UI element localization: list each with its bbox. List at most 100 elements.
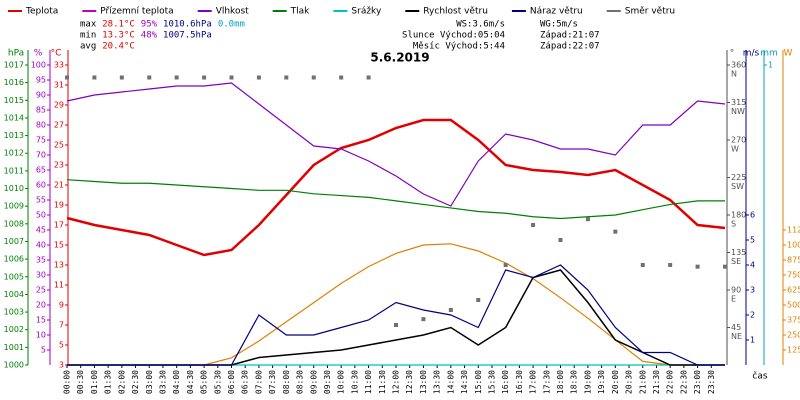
direction-point (448, 308, 453, 312)
y-tick-label: 50 (36, 211, 46, 220)
compass-label: NE (731, 332, 742, 341)
x-tick-label: 12:00 (392, 370, 401, 394)
y-tick-label: 1015 (4, 96, 24, 105)
x-tick-label: 13:00 (419, 370, 428, 394)
direction-point (284, 75, 289, 80)
y-tick-label: 60 (36, 181, 46, 190)
y-tick-label: 180 (731, 211, 746, 220)
series-line (66, 179, 725, 220)
y-tick-label: 1125 (787, 226, 800, 235)
stat-text: 48% (141, 31, 158, 41)
y-tick-label: 3 (750, 286, 755, 295)
y-tick-label: 70 (36, 151, 46, 160)
axis-unit: W (784, 49, 793, 59)
info-text: Západ:21:07 (540, 31, 600, 41)
stat-text: max (80, 20, 97, 30)
direction-point (119, 75, 124, 80)
y-tick-label: 315 (731, 98, 746, 107)
axis-unit: hPa (8, 49, 24, 59)
y-tick-label: 1002 (4, 325, 24, 334)
y-tick-label: 11 (54, 281, 64, 290)
x-tick-label: 19:30 (597, 370, 606, 394)
direction-point (147, 75, 152, 80)
y-tick-label: 25 (36, 286, 46, 295)
y-tick-label: 33 (54, 61, 64, 70)
y-tick-label: 55 (36, 196, 46, 205)
y-tick-label: 4 (750, 261, 755, 270)
y-tick-label: 1008 (4, 219, 24, 228)
x-tick-label: 23:30 (707, 370, 716, 394)
compass-label: SE (731, 257, 741, 266)
y-tick-label: 40 (36, 241, 46, 250)
stat-text: 28.1°C (102, 20, 135, 30)
y-tick-label: 30 (36, 271, 46, 280)
direction-point (668, 263, 673, 267)
y-tick-label: 20 (36, 301, 46, 310)
y-tick-label: 100 (31, 61, 46, 70)
x-tick-label: 05:00 (200, 370, 209, 394)
x-tick-label: 07:00 (254, 370, 263, 394)
x-tick-label: 23:00 (693, 370, 702, 394)
compass-label: N (731, 70, 737, 79)
y-tick-label: 500 (787, 301, 800, 310)
direction-point (503, 263, 508, 267)
direction-point (65, 75, 69, 80)
direction-point (202, 75, 207, 80)
y-tick-label: 125 (787, 346, 800, 355)
stat-text: 1007.5hPa (163, 31, 212, 41)
y-tick-label: 360 (731, 61, 746, 70)
compass-label: SW (731, 182, 744, 191)
x-tick-label: 09:00 (309, 370, 318, 394)
x-tick-label: 04:30 (186, 370, 195, 394)
y-tick-label: 270 (731, 136, 746, 145)
y-tick-label: 95 (36, 76, 46, 85)
x-tick-label: 21:00 (638, 370, 647, 394)
x-tick-label: 17:30 (542, 370, 551, 394)
y-tick-label: 1007 (4, 237, 24, 246)
y-tick-label: 5 (59, 341, 64, 350)
y-tick-label: 1005 (4, 272, 24, 281)
direction-point (339, 75, 344, 80)
info-text: WG:5m/s (540, 20, 578, 30)
y-tick-label: 80 (36, 121, 46, 130)
compass-label: W (731, 145, 739, 154)
axis-unit: ° (730, 49, 735, 59)
y-tick-label: 625 (787, 286, 800, 295)
y-tick-label: 225 (731, 173, 746, 182)
direction-point (695, 264, 700, 269)
direction-point (476, 298, 481, 302)
x-tick-label: 15:30 (487, 370, 496, 394)
x-tick-label: 14:30 (460, 370, 469, 394)
series-line (66, 118, 726, 257)
y-tick-label: 7 (59, 321, 64, 330)
stat-text: 95% (141, 20, 158, 30)
legend-label: Teplota (25, 7, 58, 17)
direction-point (531, 223, 536, 227)
y-tick-label: 21 (54, 181, 64, 190)
y-tick-label: 875 (787, 256, 800, 265)
x-tick-label: 01:30 (104, 370, 113, 394)
x-tick-label: 06:30 (241, 370, 250, 394)
x-tick-label: 14:00 (446, 370, 455, 394)
legend-label: Směr větru (625, 7, 675, 17)
info-text: WS:3.6m/s (456, 20, 505, 30)
y-tick-label: 1010 (4, 184, 24, 193)
y-tick-label: 135 (731, 248, 746, 257)
x-tick-label: 02:00 (117, 370, 126, 394)
direction-point (421, 317, 426, 322)
y-tick-label: 45 (36, 226, 46, 235)
x-tick-label: 20:30 (625, 370, 634, 394)
y-tick-label: 1012 (4, 149, 24, 158)
y-tick-label: 750 (787, 271, 800, 280)
direction-point (640, 263, 645, 267)
x-tick-label: 02:30 (131, 370, 140, 394)
y-tick-label: 1011 (4, 166, 24, 175)
y-tick-label: 1013 (4, 131, 24, 140)
y-tick-label: 23 (54, 161, 64, 170)
y-tick-label: 1000 (4, 361, 24, 370)
direction-point (92, 75, 97, 80)
direction-point (723, 264, 727, 269)
x-axis-label: čas (752, 371, 767, 382)
direction-point (174, 75, 179, 80)
